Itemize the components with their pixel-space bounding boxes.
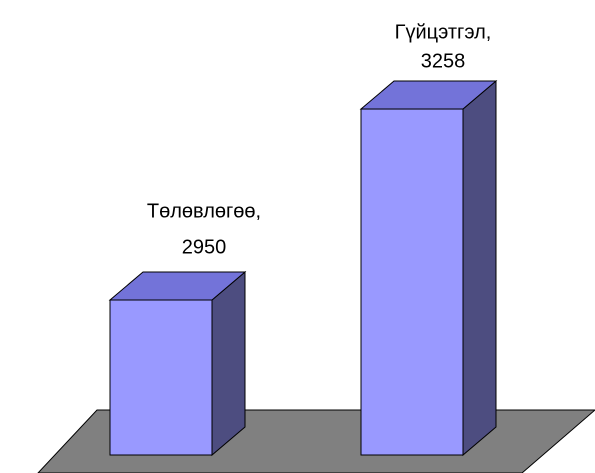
bar [109,299,213,456]
data-label-category: Гүйцэтгэл, [395,21,492,43]
bar-side [462,79,497,457]
bar-side [211,270,246,457]
bar [360,108,464,456]
data-label-value: 2950 [182,236,227,258]
data-label-value: 3258 [421,50,466,72]
data-label-category: Төлөвлөгөө, [147,200,261,222]
